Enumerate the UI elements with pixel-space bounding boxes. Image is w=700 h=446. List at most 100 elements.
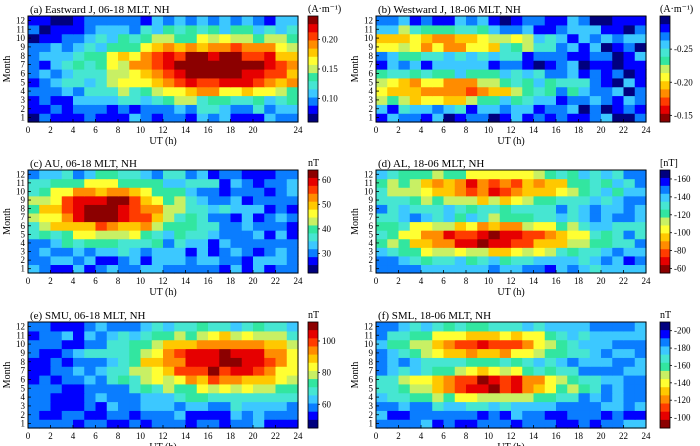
heatmap-cell xyxy=(174,86,187,97)
heatmap-cell xyxy=(522,401,535,411)
heatmap-cell xyxy=(196,230,209,240)
heatmap-cell xyxy=(129,95,142,105)
heatmap-cell xyxy=(488,348,501,358)
heatmap-cell xyxy=(151,221,164,231)
colorbar-segment xyxy=(660,201,670,211)
heatmap-cell xyxy=(387,401,400,411)
y-axis-label: Month xyxy=(2,208,13,235)
heatmap-cell xyxy=(208,170,220,180)
panel-title: (c) AU, 06-18 MLT, NH xyxy=(30,158,137,170)
colorbar-tick-label: -120 xyxy=(674,210,691,220)
heatmap-cell xyxy=(174,339,187,350)
heatmap-cell xyxy=(454,330,467,341)
heatmap-cell xyxy=(253,247,265,257)
heatmap-cell xyxy=(151,247,164,257)
heatmap-cell xyxy=(488,255,501,266)
heatmap-cell xyxy=(230,69,243,79)
heatmap-cell xyxy=(140,255,153,266)
heatmap-cell xyxy=(185,410,198,420)
heatmap-cell xyxy=(230,339,243,350)
heatmap-cell xyxy=(84,348,97,358)
heatmap-cell xyxy=(230,51,243,61)
heatmap-cell xyxy=(230,230,243,240)
heatmap-cell xyxy=(208,375,220,385)
heatmap-cell xyxy=(601,339,613,350)
heatmap-cell xyxy=(286,401,299,411)
heatmap-cell xyxy=(118,51,130,61)
heatmap-cell xyxy=(174,60,187,70)
heatmap-cell xyxy=(499,60,512,70)
heatmap-cell xyxy=(219,195,232,205)
heatmap-cell xyxy=(129,69,142,79)
heatmap-cell xyxy=(106,366,119,376)
heatmap-cell xyxy=(163,16,175,26)
heatmap-cell xyxy=(477,392,490,403)
heatmap-cell xyxy=(589,77,602,88)
heatmap-cell xyxy=(185,95,198,105)
heatmap-cell xyxy=(567,410,580,420)
colorbar-tick-label: -180 xyxy=(674,343,691,353)
heatmap-cell xyxy=(623,170,636,180)
colorbar-segment xyxy=(308,322,318,331)
y-tick-label: 9 xyxy=(21,348,26,358)
heatmap-cell xyxy=(241,195,254,205)
heatmap-cell xyxy=(578,255,591,266)
heatmap-cell xyxy=(567,51,580,61)
heatmap-cell xyxy=(219,375,232,385)
heatmap-cell xyxy=(84,16,97,26)
y-tick-label: 8 xyxy=(369,51,374,61)
heatmap-cell xyxy=(275,178,288,188)
heatmap-cell xyxy=(185,264,198,274)
heatmap-cell xyxy=(398,77,411,88)
heatmap-cell xyxy=(623,230,636,240)
heatmap-cell xyxy=(95,322,108,332)
heatmap-cell xyxy=(466,230,478,240)
heatmap-cell xyxy=(118,264,130,274)
heatmap-cell xyxy=(73,212,85,223)
heatmap-cell xyxy=(196,255,209,266)
heatmap-cell xyxy=(544,33,557,44)
heatmap-cell xyxy=(39,238,52,248)
heatmap-cell xyxy=(409,69,422,79)
heatmap-cell xyxy=(39,230,52,240)
heatmap-cell xyxy=(95,238,108,248)
heatmap-cell xyxy=(421,401,433,411)
y-tick-label: 7 xyxy=(21,212,26,222)
heatmap-cell xyxy=(589,42,602,52)
heatmap-cell xyxy=(253,42,265,52)
x-tick-label: 12 xyxy=(507,431,516,441)
heatmap-cell xyxy=(589,24,602,35)
heatmap-cell xyxy=(196,86,209,97)
heatmap-cell xyxy=(544,51,557,61)
heatmap-cell xyxy=(95,410,108,420)
heatmap-cell xyxy=(39,24,52,35)
heatmap-cell xyxy=(544,86,557,97)
heatmap-cell xyxy=(387,392,400,403)
heatmap-cell xyxy=(73,330,85,341)
heatmap-cell xyxy=(185,204,198,214)
heatmap-cell xyxy=(477,42,490,52)
heatmap-cell xyxy=(387,60,400,70)
title-background xyxy=(30,157,240,169)
heatmap-cell xyxy=(387,330,400,341)
heatmap-cell xyxy=(39,401,52,411)
heatmap-cell xyxy=(208,383,220,394)
heatmap-cell xyxy=(185,230,198,240)
heatmap-cell xyxy=(253,195,265,205)
heatmap-cell xyxy=(95,230,108,240)
heatmap-cell xyxy=(601,69,613,79)
heatmap-cell xyxy=(634,204,647,214)
heatmap-cell xyxy=(61,33,74,44)
colorbar-segment xyxy=(660,419,670,429)
heatmap-cell xyxy=(50,221,63,231)
colorbar-segment xyxy=(660,32,670,41)
heatmap-cell xyxy=(106,330,119,341)
heatmap-cell xyxy=(73,16,85,26)
heatmap-cell xyxy=(589,322,602,332)
heatmap-cell xyxy=(241,77,254,88)
heatmap-cell xyxy=(612,69,625,79)
colorbar-segment xyxy=(660,241,670,250)
colorbar-tick-label: 0.20 xyxy=(322,35,338,45)
heatmap-cell xyxy=(28,113,40,123)
heatmap-cell xyxy=(208,16,220,26)
